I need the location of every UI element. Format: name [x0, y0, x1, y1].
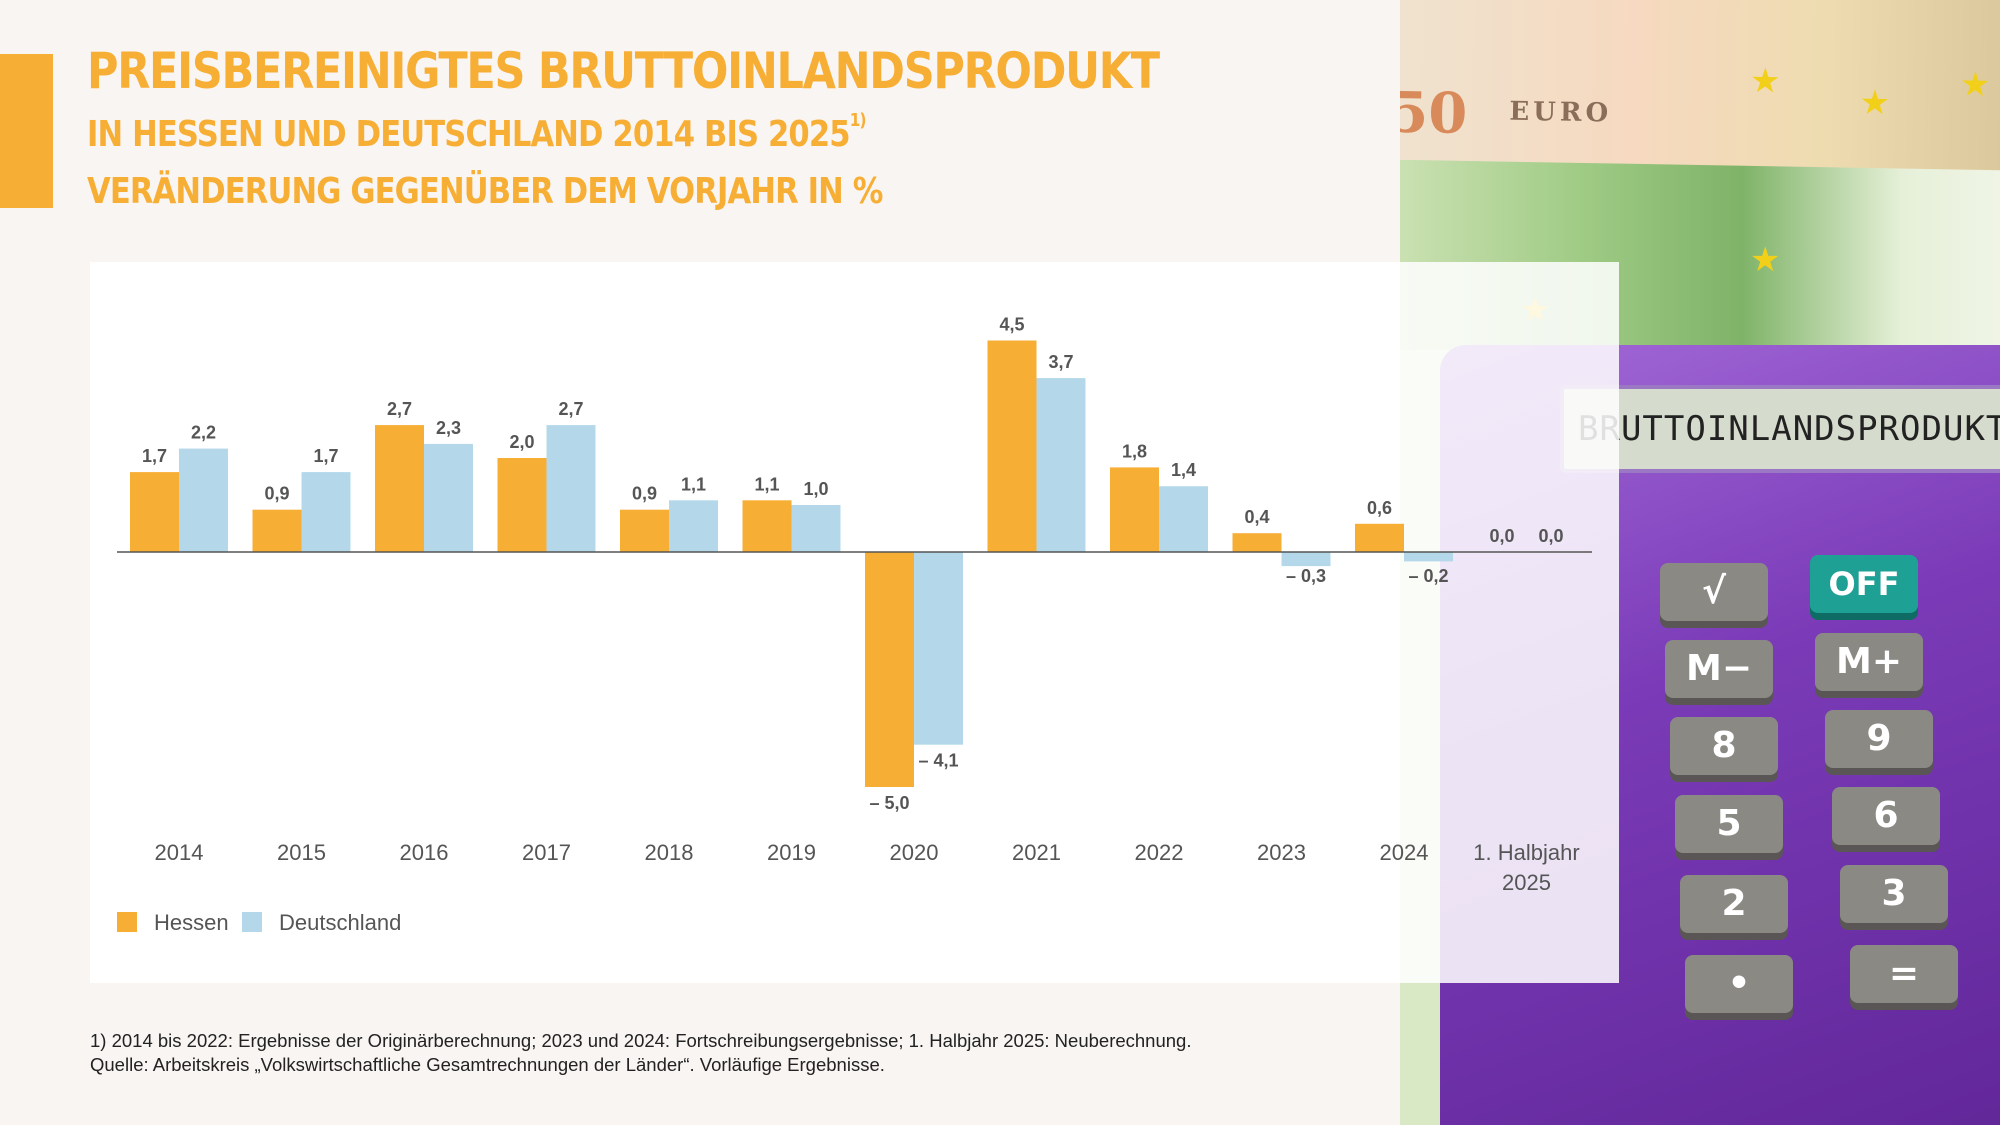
star-icon: ★ — [1750, 241, 1781, 279]
key-equals: = — [1850, 945, 1958, 1003]
x-tick-label: 2019 — [767, 840, 816, 865]
bar-deutschland — [179, 448, 228, 552]
bar-deutschland — [1281, 552, 1331, 567]
key-m-plus: M+ — [1815, 633, 1923, 691]
x-tick-label: 1. Halbjahr — [1473, 840, 1579, 865]
x-tick-label: 2017 — [522, 840, 571, 865]
bar-hessen — [130, 472, 179, 552]
data-label: 4,5 — [999, 315, 1024, 335]
key-dot: • — [1685, 955, 1793, 1013]
key-8: 8 — [1670, 717, 1778, 775]
banknote-currency: EURO — [1509, 96, 1613, 129]
legend-label-deutschland: Deutschland — [279, 910, 401, 935]
key-9: 9 — [1825, 710, 1933, 768]
bar-hessen — [375, 425, 424, 552]
key-2: 2 — [1680, 875, 1788, 933]
data-label: 2,7 — [387, 399, 412, 419]
key-6: 6 — [1832, 787, 1940, 845]
star-icon: ★ — [1859, 83, 1891, 123]
legend-swatch-hessen — [117, 912, 137, 932]
data-label: 2,0 — [509, 432, 534, 452]
x-tick-label: 2023 — [1257, 840, 1306, 865]
x-tick-label: 2021 — [1012, 840, 1061, 865]
bar-deutschland — [1036, 378, 1086, 552]
data-label: – 5,0 — [869, 793, 909, 813]
bar-deutschland — [546, 425, 596, 552]
bar-hessen — [497, 458, 547, 552]
x-tick-label: 2024 — [1380, 840, 1429, 865]
banknote-value: 50 — [1400, 79, 1468, 147]
data-label: 0,0 — [1538, 526, 1563, 546]
key-off: OFF — [1810, 555, 1918, 613]
bar-deutschland — [791, 505, 841, 552]
bar-hessen — [1110, 467, 1159, 552]
x-tick-label: 2016 — [400, 840, 449, 865]
bar-deutschland — [1159, 486, 1208, 552]
bar-hessen — [865, 552, 914, 787]
data-label: 1,7 — [142, 446, 167, 466]
data-label: 2,3 — [436, 418, 461, 438]
key-5: 5 — [1675, 795, 1783, 853]
legend-label-hessen: Hessen — [154, 910, 229, 935]
x-tick-label: 2015 — [277, 840, 326, 865]
bar-hessen — [1355, 523, 1404, 552]
bar-deutschland — [424, 443, 473, 552]
bar-hessen — [1232, 533, 1282, 552]
data-label: 2,7 — [558, 399, 583, 419]
bar-deutschland — [669, 500, 718, 552]
data-label: – 4,1 — [918, 751, 958, 771]
data-label: – 0,3 — [1286, 566, 1326, 586]
data-label: 2,2 — [191, 423, 216, 443]
bar-deutschland — [914, 552, 963, 745]
bar-chart: 1,7 2,2 2014 0,9 1,7 2015 2,7 2,3 2016 2,0 2,7 2017… — [117, 315, 1592, 935]
data-label: 0,9 — [632, 484, 657, 504]
chart-panel: 1,7 2,2 2014 0,9 1,7 2015 2,7 2,3 2016 2,0 2,7 2017… — [90, 262, 1619, 983]
data-label: 1,1 — [681, 474, 706, 494]
footnote-mark: 1) — [849, 110, 867, 131]
data-label: 1,4 — [1171, 460, 1196, 480]
data-label: 0,0 — [1489, 526, 1514, 546]
subtitle-unit: VERÄNDERUNG GEGENÜBER DEM VORJAHR IN % — [87, 171, 883, 212]
legend-swatch-deutschland — [242, 912, 262, 932]
subtitle: IN HESSEN UND DEUTSCHLAND 2014 BIS 20251… — [87, 110, 867, 155]
bar-hessen — [252, 509, 302, 552]
key-sqrt: √ — [1660, 563, 1768, 621]
bar-deutschland — [1404, 552, 1453, 562]
x-tick-label: 2022 — [1135, 840, 1184, 865]
subtitle-text: IN HESSEN UND DEUTSCHLAND 2014 BIS 2025 — [87, 114, 851, 155]
data-label: 3,7 — [1048, 352, 1073, 372]
x-tick-label: 2025 — [1502, 870, 1551, 895]
data-label: 1,1 — [754, 474, 779, 494]
key-3: 3 — [1840, 865, 1948, 923]
data-label: 1,7 — [313, 446, 338, 466]
accent-bar — [0, 54, 53, 208]
page-title: PREISBEREINIGTES BRUTTOINLANDSPRODUKT — [87, 42, 1160, 100]
data-label: 1,0 — [803, 479, 828, 499]
bar-hessen — [742, 500, 792, 552]
data-label: 0,6 — [1367, 498, 1392, 518]
bar-deutschland — [301, 472, 351, 552]
data-label: 0,4 — [1244, 507, 1269, 527]
data-label: – 0,2 — [1408, 566, 1448, 586]
x-tick-label: 2020 — [890, 840, 939, 865]
star-icon: ★ — [1959, 65, 1991, 105]
data-label: 1,8 — [1122, 441, 1147, 461]
footnote-source: Quelle: Arbeitskreis „Volkswirtschaftlic… — [90, 1054, 885, 1075]
bar-hessen — [620, 509, 669, 552]
footnote-methodology: 1) 2014 bis 2022: Ergebnisse der Originä… — [90, 1030, 1192, 1051]
calculator-display: BRUTTOINLANDSPRODUKT — [1560, 385, 2000, 473]
x-tick-label: 2014 — [155, 840, 204, 865]
bar-hessen — [987, 340, 1037, 552]
x-tick-label: 2018 — [645, 840, 694, 865]
data-label: 0,9 — [264, 484, 289, 504]
star-icon: ★ — [1749, 61, 1781, 101]
banknote-50: 50 EURO ★ ★ ★ — [1400, 0, 2000, 171]
key-m-minus: M− — [1665, 640, 1773, 698]
